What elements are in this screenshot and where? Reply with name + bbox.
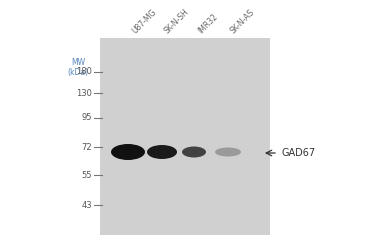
Text: 95: 95 bbox=[82, 114, 92, 122]
Text: 43: 43 bbox=[81, 200, 92, 209]
Text: U87-MG: U87-MG bbox=[130, 7, 158, 35]
Bar bbox=[100, 38, 270, 235]
Text: SK-N-AS: SK-N-AS bbox=[229, 7, 257, 35]
Ellipse shape bbox=[182, 146, 206, 158]
Ellipse shape bbox=[215, 148, 241, 156]
Text: 180: 180 bbox=[76, 68, 92, 76]
Text: IMR32: IMR32 bbox=[196, 12, 219, 35]
Text: SK-N-SH: SK-N-SH bbox=[163, 7, 191, 35]
Text: 55: 55 bbox=[82, 170, 92, 179]
Text: 72: 72 bbox=[81, 142, 92, 152]
Ellipse shape bbox=[111, 144, 145, 160]
Text: GAD67: GAD67 bbox=[282, 148, 316, 158]
Text: MW
(kDa): MW (kDa) bbox=[67, 58, 89, 78]
Text: 130: 130 bbox=[76, 88, 92, 98]
Ellipse shape bbox=[147, 145, 177, 159]
